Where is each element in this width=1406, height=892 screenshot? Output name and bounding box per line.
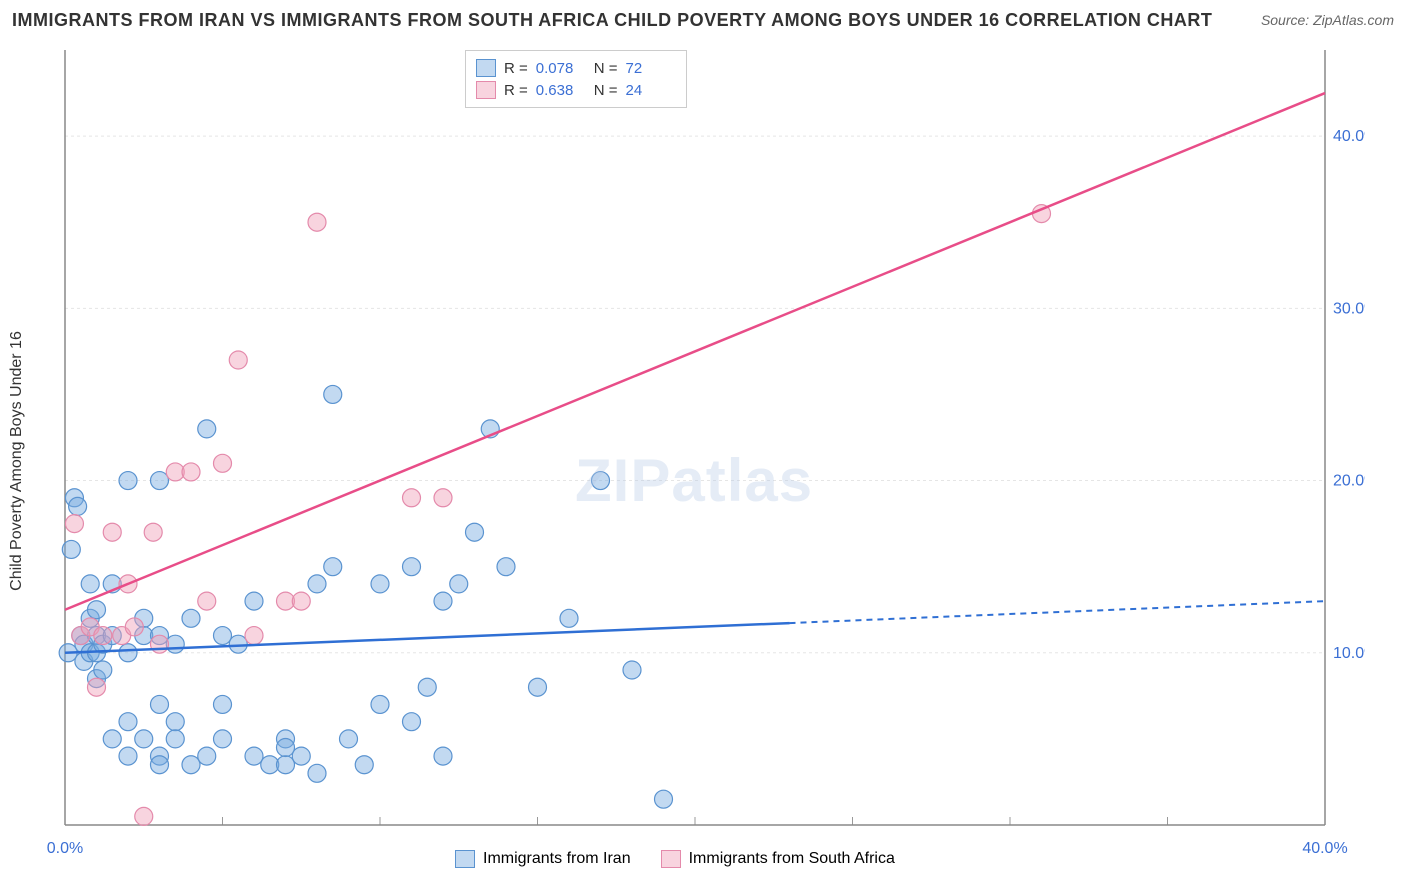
data-point <box>245 627 263 645</box>
legend-series-item: Immigrants from South Africa <box>661 850 895 868</box>
data-point <box>229 351 247 369</box>
data-point <box>125 618 143 636</box>
legend-series-item: Immigrants from Iran <box>455 850 631 868</box>
n-value: 72 <box>626 60 676 77</box>
svg-text:20.0%: 20.0% <box>1333 473 1365 490</box>
data-point <box>355 756 373 774</box>
chart-container: Child Poverty Among Boys Under 16 10.0%2… <box>25 40 1396 882</box>
data-point <box>403 713 421 731</box>
data-point <box>65 515 83 533</box>
data-point <box>497 558 515 576</box>
data-point <box>403 558 421 576</box>
legend-swatch <box>661 850 681 868</box>
legend-swatch <box>455 850 475 868</box>
legend-stat-row: R = 0.638 N = 24 <box>476 79 676 101</box>
n-label: N = <box>594 60 618 77</box>
scatter-chart: 10.0% 20.0% 30.0% 40.0% 0.0% 40.0% <box>25 40 1365 870</box>
data-point <box>151 756 169 774</box>
data-point <box>277 756 295 774</box>
chart-title: IMMIGRANTS FROM IRAN VS IMMIGRANTS FROM … <box>12 10 1212 31</box>
data-point <box>292 747 310 765</box>
data-point <box>324 558 342 576</box>
data-point <box>182 756 200 774</box>
data-point <box>403 489 421 507</box>
data-point <box>340 730 358 748</box>
data-point <box>277 739 295 757</box>
legend-stat-row: R = 0.078 N = 72 <box>476 57 676 79</box>
data-point <box>450 575 468 593</box>
legend-swatch <box>476 59 496 77</box>
data-point <box>119 713 137 731</box>
data-point <box>135 730 153 748</box>
data-point <box>529 678 547 696</box>
data-point <box>592 472 610 490</box>
correlation-legend: R = 0.078 N = 72 R = 0.638 N = 24 <box>465 50 687 108</box>
data-point <box>166 730 184 748</box>
series-legend: Immigrants from Iran Immigrants from Sout… <box>455 850 895 868</box>
trend-line <box>65 93 1325 610</box>
data-point <box>292 592 310 610</box>
data-point <box>198 420 216 438</box>
data-point <box>245 592 263 610</box>
data-point <box>214 695 232 713</box>
data-point <box>560 609 578 627</box>
y-axis-label: Child Poverty Among Boys Under 16 <box>8 331 26 591</box>
data-point <box>151 472 169 490</box>
data-point <box>308 764 326 782</box>
svg-text:40.0%: 40.0% <box>1302 840 1347 857</box>
data-point <box>135 807 153 825</box>
data-point <box>418 678 436 696</box>
data-point <box>166 713 184 731</box>
data-point <box>119 747 137 765</box>
data-point <box>466 523 484 541</box>
n-label: N = <box>594 82 618 99</box>
data-point <box>214 627 232 645</box>
data-point <box>371 695 389 713</box>
data-point <box>94 661 112 679</box>
data-point <box>245 747 263 765</box>
data-point <box>62 540 80 558</box>
data-point <box>151 695 169 713</box>
data-point <box>623 661 641 679</box>
data-point <box>434 489 452 507</box>
svg-text:30.0%: 30.0% <box>1333 300 1365 317</box>
data-point <box>434 747 452 765</box>
data-point <box>324 385 342 403</box>
source-label: Source: ZipAtlas.com <box>1261 12 1394 28</box>
data-point <box>103 730 121 748</box>
data-point <box>119 472 137 490</box>
data-point <box>308 575 326 593</box>
legend-swatch <box>476 81 496 99</box>
data-point <box>198 747 216 765</box>
data-point <box>371 575 389 593</box>
data-point <box>81 575 99 593</box>
data-point <box>144 523 162 541</box>
data-point <box>214 730 232 748</box>
svg-text:40.0%: 40.0% <box>1333 128 1365 145</box>
trend-line-extrapolated <box>790 601 1326 623</box>
r-label: R = <box>504 60 528 77</box>
data-point <box>182 609 200 627</box>
data-point <box>214 454 232 472</box>
svg-text:0.0%: 0.0% <box>47 840 83 857</box>
data-point <box>103 523 121 541</box>
data-point <box>198 592 216 610</box>
data-point <box>655 790 673 808</box>
data-point <box>182 463 200 481</box>
data-point <box>88 601 106 619</box>
data-point <box>308 213 326 231</box>
data-point <box>94 627 112 645</box>
data-point <box>119 644 137 662</box>
data-point <box>88 678 106 696</box>
n-value: 24 <box>626 82 676 99</box>
legend-series-label: Immigrants from Iran <box>483 850 631 868</box>
data-point <box>69 497 87 515</box>
svg-text:10.0%: 10.0% <box>1333 645 1365 662</box>
legend-series-label: Immigrants from South Africa <box>689 850 895 868</box>
r-label: R = <box>504 82 528 99</box>
data-point <box>434 592 452 610</box>
data-point <box>151 635 169 653</box>
r-value: 0.078 <box>536 60 586 77</box>
r-value: 0.638 <box>536 82 586 99</box>
